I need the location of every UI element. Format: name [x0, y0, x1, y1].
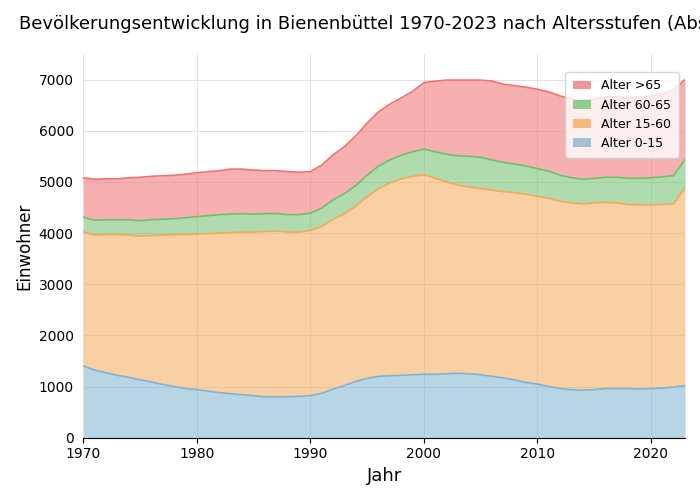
X-axis label: Jahr: Jahr — [367, 467, 402, 485]
Y-axis label: Einwohner: Einwohner — [15, 202, 33, 290]
Title: Bevölkerungsentwicklung in Bienenbüttel 1970-2023 nach Altersstufen (Absolut): Bevölkerungsentwicklung in Bienenbüttel … — [20, 15, 700, 33]
Legend: Alter >65, Alter 60-65, Alter 15-60, Alter 0-15: Alter >65, Alter 60-65, Alter 15-60, Alt… — [565, 72, 679, 158]
